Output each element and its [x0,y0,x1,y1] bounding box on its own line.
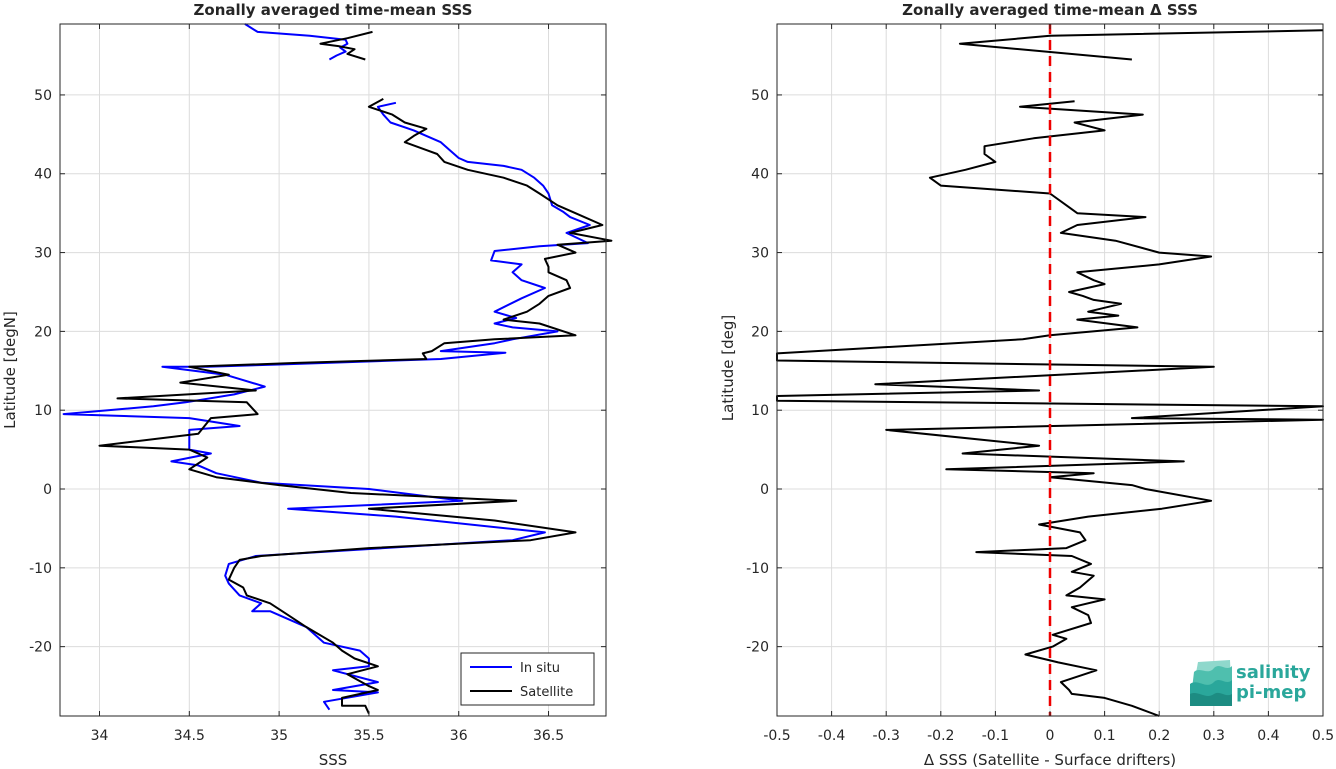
right-x-axis-label: Δ SSS (Satellite - Surface drifters) [924,751,1176,769]
left-plot-background [60,24,606,716]
y-tick-label: -20 [29,640,52,656]
legend: In situ Satellite [460,652,595,706]
delta-sss-series-line [958,29,1324,61]
x-tick-label: 35.5 [353,728,384,744]
x-tick-label: -0.5 [763,728,790,744]
right-panel: -0.5 -0.4 -0.3 -0.2 -0.1 0 0.1 0.2 0.3 0.4 0.5 -20 -… [719,1,1334,769]
x-tick-label: 0.3 [1203,728,1225,744]
x-tick-label: 36 [450,728,468,744]
x-tick-label: 0.2 [1148,728,1170,744]
x-tick-label: 35 [270,728,288,744]
left-ticks: 34 34.5 35 35.5 36 36.5 -20 -10 0 10 20 30 40 50 [29,24,606,744]
right-y-axis-label: Latitude [deg] [719,315,737,421]
legend-label-in-situ: In situ [520,661,560,676]
y-tick-label: 20 [34,324,52,340]
y-tick-label: 50 [751,88,769,104]
logo-text-line1: salinity [1236,662,1311,683]
y-tick-label: 0 [760,482,769,498]
left-series [62,23,613,715]
y-tick-label: 30 [751,246,769,262]
y-tick-label: 40 [751,167,769,183]
x-tick-label: 36.5 [533,728,564,744]
right-ticks: -0.5 -0.4 -0.3 -0.2 -0.1 0 0.1 0.2 0.3 0.4 0.5 -20 -… [746,24,1334,744]
legend-label-satellite: Satellite [520,685,573,700]
legend-box [460,652,595,706]
in-situ-series-line [62,101,591,711]
logo-text-line2: pi-mep [1236,682,1306,703]
x-tick-label: 0.5 [1312,728,1334,744]
satellite-series-line [319,30,373,61]
wave-logo-icon [1190,660,1232,706]
x-tick-label: 0 [1046,728,1055,744]
in-situ-series-line [244,23,349,61]
y-tick-label: 30 [34,246,52,262]
y-tick-label: 50 [34,88,52,104]
x-tick-label: -0.2 [927,728,954,744]
y-tick-label: 10 [34,403,52,419]
left-x-axis-label: SSS [319,751,348,769]
y-tick-label: -10 [746,561,769,577]
left-panel: 34 34.5 35 35.5 36 36.5 -20 -10 0 10 20 30 40 50 Zona… [1,1,613,769]
x-tick-label: 0.1 [1093,728,1115,744]
y-tick-label: 20 [751,324,769,340]
right-chart-title: Zonally averaged time-mean Δ SSS [902,1,1198,19]
x-tick-label: -0.4 [818,728,845,744]
satellite-series-line [98,98,613,715]
salinity-pimep-logo: salinity pi-mep [1190,660,1311,706]
left-y-axis-label: Latitude [degN] [1,311,19,429]
y-tick-label: 10 [751,403,769,419]
y-tick-label: -20 [746,640,769,656]
x-tick-label: -0.1 [982,728,1009,744]
y-tick-label: 40 [34,167,52,183]
x-tick-label: 34 [91,728,109,744]
left-grid [60,24,606,716]
right-series [776,29,1324,717]
y-tick-label: -10 [29,561,52,577]
left-plot-frame [59,23,607,717]
x-tick-label: -0.3 [873,728,900,744]
left-chart-title: Zonally averaged time-mean SSS [194,1,473,19]
y-tick-label: 0 [43,482,52,498]
x-tick-label: 34.5 [174,728,205,744]
x-tick-label: 0.4 [1257,728,1279,744]
delta-sss-series-line [776,100,1324,717]
